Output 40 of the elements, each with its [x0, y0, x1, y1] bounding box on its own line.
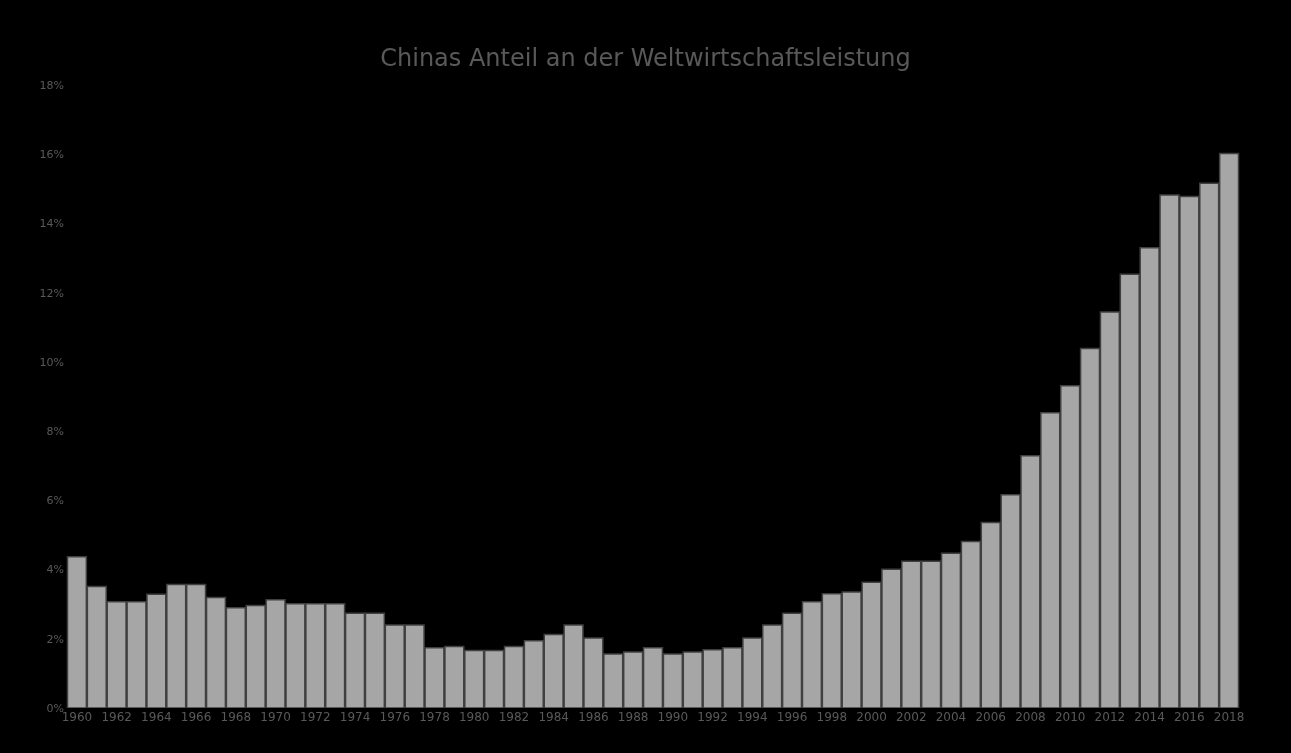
x-tick-label: 2012	[1094, 710, 1126, 724]
x-tick-label: 1976	[379, 710, 411, 724]
x-tick-label: 1998	[816, 710, 848, 724]
x-tick-label: 1962	[101, 710, 132, 724]
x-tick-label: 1978	[419, 710, 450, 724]
x-tick-label: 2010	[1054, 710, 1086, 724]
y-tick-label: 10%	[39, 355, 64, 369]
y-tick-label: 12%	[39, 286, 64, 300]
x-tick-label: 1988	[617, 710, 649, 724]
y-tick-label: 14%	[39, 217, 64, 231]
x-tick-label: 1986	[578, 710, 609, 724]
x-tick-label: 1982	[498, 710, 530, 724]
y-tick-label: 18%	[39, 78, 64, 92]
x-tick-label: 1980	[458, 710, 490, 724]
x-tick-label: 1984	[538, 710, 569, 724]
x-tick-label: 1994	[737, 710, 768, 724]
x-tick-label: 1968	[220, 710, 252, 724]
x-tick-label: 1964	[141, 710, 172, 724]
y-tick-label: 8%	[46, 424, 64, 438]
x-tick-label: 1992	[697, 710, 728, 724]
x-tick-label: 2016	[1174, 710, 1205, 724]
y-tick-label: 0%	[46, 701, 64, 715]
x-tick-label: 1972	[300, 710, 331, 724]
chart-title: Chinas Anteil an der Weltwirtschaftsleistung	[380, 43, 911, 72]
x-tick-label: 2002	[895, 710, 927, 724]
x-tick-label: 2018	[1213, 710, 1245, 724]
x-tick-label: 1996	[776, 710, 808, 724]
x-tick-label: 1970	[260, 710, 291, 724]
x-tick-label: 2014	[1134, 710, 1165, 724]
x-tick-label: 2004	[935, 710, 967, 724]
x-tick-label: 2008	[1015, 710, 1046, 724]
y-tick-label: 16%	[39, 148, 64, 162]
y-tick-label: 6%	[46, 494, 64, 508]
x-tick-label: 1974	[339, 710, 371, 724]
y-tick-label: 2%	[46, 632, 64, 646]
x-tick-label: 1990	[657, 710, 689, 724]
y-tick-label: 4%	[46, 563, 64, 577]
x-tick-label: 1966	[180, 710, 212, 724]
x-tick-label: 2006	[975, 710, 1006, 724]
x-tick-label: 2000	[856, 710, 887, 724]
